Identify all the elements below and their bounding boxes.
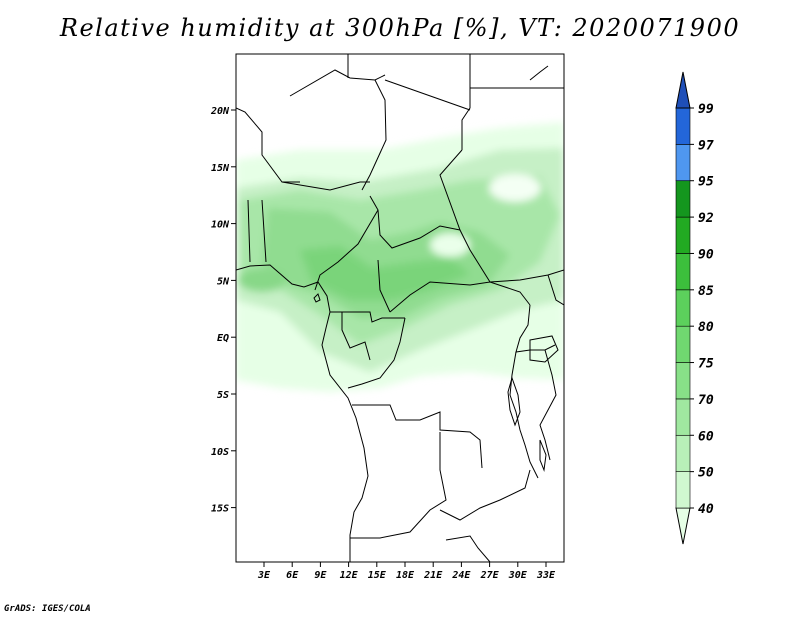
lon-tick-label: 6E <box>286 570 299 581</box>
colorbar-label: 75 <box>698 357 714 372</box>
border-angola-zambia <box>350 432 447 539</box>
border-car-south <box>389 281 531 313</box>
grads-credit: GrADS: IGES/COLA <box>4 604 91 614</box>
colorbar-label: 90 <box>698 247 714 262</box>
lon-tick-label: 30E <box>508 570 528 581</box>
border-zambia-south <box>439 469 531 521</box>
colorbar-label: 70 <box>698 393 714 408</box>
border-niger-algeria <box>289 69 386 97</box>
lon-tick-label: 21E <box>423 570 443 581</box>
map-frame <box>235 53 565 563</box>
red-sea-coast <box>529 65 549 81</box>
colorbar-segment <box>675 434 691 472</box>
colorbar-segment <box>675 362 691 400</box>
border-namibia-botswana <box>445 535 491 562</box>
colorbar-label: 40 <box>698 502 714 517</box>
border-west-ghana-togo <box>247 199 267 263</box>
longitude-axis: 3E 6E 9E 12E 15E 18E 21E 24E 27E 30E 33E <box>257 562 556 581</box>
colorbar-label: 95 <box>698 175 714 190</box>
humidity-area-85 <box>300 246 470 300</box>
lat-tick-label: 5N <box>217 276 230 287</box>
lat-tick-label: 10S <box>211 447 229 458</box>
bioko-island <box>313 293 321 303</box>
colorbar: 40 50 60 70 75 80 85 90 92 95 97 99 <box>675 71 714 545</box>
border-libya-chad <box>384 79 471 111</box>
moist-patch-west <box>238 268 286 292</box>
border-sudan-south <box>489 269 564 283</box>
border-niger-south <box>281 181 370 191</box>
lat-tick-label: EQ <box>217 333 229 344</box>
lake-victoria <box>529 335 559 363</box>
border-angola-drc <box>352 404 483 469</box>
colorbar-segment <box>675 398 691 436</box>
border-kenya-ethiopia <box>547 274 564 306</box>
chart-title: Relative humidity at 300hPa [%], VT: 202… <box>59 14 741 42</box>
lat-tick-label: 20N <box>210 106 230 117</box>
colorbar-segment <box>675 253 691 291</box>
lon-tick-label: 12E <box>340 570 359 581</box>
colorbar-segment <box>675 144 691 182</box>
humidity-shading <box>236 122 564 392</box>
colorbar-under-arrow <box>675 507 691 545</box>
lat-tick-label: 5S <box>217 390 229 401</box>
lon-tick-label: 3E <box>257 570 271 581</box>
border-cameroon-gabon-congo <box>330 311 405 323</box>
lat-tick-label: 10N <box>211 220 230 231</box>
border-car-cameroon <box>377 259 391 313</box>
border-niger-chad <box>361 79 387 191</box>
colorbar-label: 85 <box>698 284 714 299</box>
border-drc-congo <box>347 317 406 389</box>
lake-tanganyika <box>507 376 521 427</box>
lon-tick-label: 18E <box>396 570 415 581</box>
colorbar-label: 99 <box>698 102 714 117</box>
border-cameroon-chad <box>377 209 461 249</box>
colorbar-label: 50 <box>698 466 714 481</box>
lon-tick-label: 24E <box>451 570 471 581</box>
border-east-tanzania <box>539 349 557 461</box>
map-boundaries <box>236 54 564 562</box>
colorbar-segment <box>675 325 691 363</box>
colorbar-segment <box>675 471 691 509</box>
border-nigeria-cameroon <box>314 195 379 291</box>
coastline-west-africa <box>236 264 369 562</box>
colorbar-segment <box>675 289 691 327</box>
latitude-axis: 20N 15N 10N 5N EQ 5S 10S 15S <box>210 106 236 515</box>
colorbar-segment <box>675 107 691 145</box>
dry-pocket-central <box>430 233 470 257</box>
colorbar-over-arrow <box>675 71 691 109</box>
border-gabon-congo <box>341 312 371 361</box>
colorbar-segment <box>675 180 691 218</box>
colorbar-label: 97 <box>698 138 714 153</box>
colorbar-label: 60 <box>698 429 714 444</box>
lon-tick-label: 15E <box>368 570 387 581</box>
colorbar-label: 92 <box>698 211 714 226</box>
dry-pocket-north <box>489 174 541 202</box>
lat-tick-label: 15S <box>211 504 229 515</box>
lake-malawi <box>539 439 547 472</box>
lon-tick-label: 27E <box>480 570 500 581</box>
lon-tick-label: 33E <box>536 570 556 581</box>
colorbar-label: 80 <box>698 320 714 335</box>
lat-tick-label: 15N <box>211 163 230 174</box>
border-libya-egypt-sudan <box>461 54 471 150</box>
colorbar-segment <box>675 216 691 254</box>
lon-tick-label: 9E <box>314 570 327 581</box>
